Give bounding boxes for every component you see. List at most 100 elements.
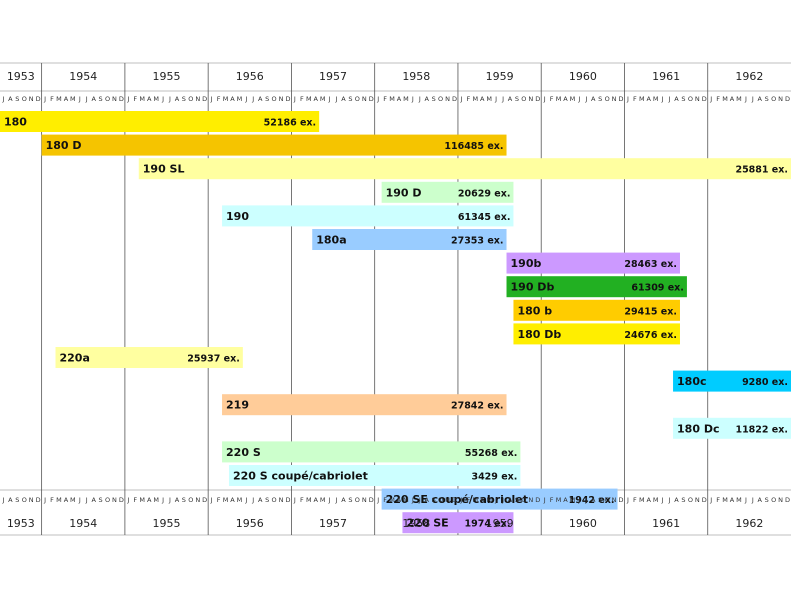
year-label-top: 1953	[7, 70, 35, 83]
month-letter-bottom: J	[376, 496, 379, 504]
month-letter-bottom: O	[605, 496, 610, 504]
bar	[673, 417, 791, 439]
month-letter-top: O	[188, 95, 193, 103]
year-label-top: 1959	[486, 70, 514, 83]
month-letter-bottom: N	[362, 496, 367, 504]
bar-value-label: 1942 ex.	[569, 495, 615, 506]
month-letter-top: A	[147, 95, 152, 103]
month-letter-bottom: D	[702, 496, 707, 504]
month-letter-top: S	[432, 95, 436, 103]
month-letter-bottom: S	[515, 496, 519, 504]
month-letter-top: M	[320, 95, 326, 103]
bar-label: 190 Db	[511, 281, 555, 294]
month-letter-bottom: J	[661, 496, 664, 504]
bar-label: 180c	[677, 375, 706, 388]
month-letter-top: M	[389, 95, 395, 103]
axis-layer: 19531953JJAASSOONNDD19541954JJFFMMAAMMJJ…	[2, 70, 791, 530]
month-letter-top: A	[730, 95, 735, 103]
month-letter-top: S	[99, 95, 103, 103]
month-letter-bottom: M	[639, 496, 645, 504]
month-letter-top: M	[223, 95, 229, 103]
month-letter-bottom: M	[722, 496, 728, 504]
bar-value-label: 61309 ex.	[631, 283, 684, 294]
bar-group: 190b 28463 ex.	[506, 252, 680, 274]
month-letter-bottom: F	[633, 496, 637, 504]
month-letter-bottom: A	[480, 496, 485, 504]
month-letter-bottom: J	[744, 496, 747, 504]
month-letter-top: S	[598, 95, 602, 103]
bar	[312, 229, 507, 250]
bar-label: 180 b	[517, 304, 552, 317]
month-letter-bottom: O	[188, 496, 193, 504]
month-letter-top: J	[210, 95, 213, 103]
year-label-bottom: 1958	[402, 517, 430, 530]
month-letter-bottom: F	[300, 496, 304, 504]
year-label-bottom: 1956	[236, 517, 264, 530]
month-letter-top: F	[383, 95, 387, 103]
bar-label: 190b	[511, 257, 542, 270]
bar-label: 220 S	[226, 446, 261, 459]
month-letter-top: S	[681, 95, 685, 103]
bar	[506, 252, 680, 274]
month-letter-bottom: J	[335, 496, 338, 504]
grid-layer	[0, 62, 791, 536]
month-letter-top: M	[70, 95, 76, 103]
bar-label: 180	[4, 116, 27, 129]
bar-group: 180 52186 ex.	[0, 111, 320, 132]
year-label-top: 1957	[319, 70, 347, 83]
year-label-bottom: 1953	[7, 517, 35, 530]
month-letter-top: N	[362, 95, 367, 103]
month-letter-bottom: A	[147, 496, 152, 504]
month-letter-top: J	[85, 95, 88, 103]
month-letter-top: A	[313, 95, 318, 103]
month-letter-bottom: A	[230, 496, 235, 504]
bar-value-label: 27842 ex.	[451, 401, 504, 412]
bar	[381, 488, 618, 510]
bar-value-label: 25937 ex.	[187, 354, 240, 365]
month-letter-bottom: A	[313, 496, 318, 504]
month-letter-bottom: N	[279, 496, 284, 504]
month-letter-bottom: O	[105, 496, 110, 504]
month-letter-bottom: A	[647, 496, 652, 504]
month-letter-top: N	[279, 95, 284, 103]
month-letter-top: J	[494, 95, 497, 103]
bar	[402, 512, 514, 534]
year-label-bottom: 1962	[735, 517, 763, 530]
month-letter-top: M	[403, 95, 409, 103]
bar-value-label: 20629 ex.	[458, 188, 511, 199]
bar-group: 220a 25937 ex.	[55, 347, 243, 368]
month-letter-bottom: M	[153, 496, 159, 504]
month-letter-top: F	[550, 95, 554, 103]
month-letter-bottom: M	[556, 496, 562, 504]
month-letter-bottom: O	[771, 496, 776, 504]
year-label-bottom: 1957	[319, 517, 347, 530]
month-letter-bottom: J	[411, 496, 414, 504]
month-letter-top: S	[515, 95, 519, 103]
month-letter-top: J	[126, 95, 129, 103]
month-letter-bottom: J	[577, 496, 580, 504]
month-letter-top: J	[577, 95, 580, 103]
bar-value-label: 28463 ex.	[624, 259, 677, 270]
month-letter-top: A	[64, 95, 69, 103]
month-letter-top: F	[716, 95, 720, 103]
month-letter-top: D	[785, 95, 790, 103]
bar	[55, 347, 243, 368]
month-letter-bottom: J	[210, 496, 213, 504]
month-letter-top: O	[605, 95, 610, 103]
month-letter-bottom: D	[369, 496, 374, 504]
month-letter-top: N	[528, 95, 533, 103]
month-letter-bottom: A	[591, 496, 596, 504]
month-letter-bottom: J	[328, 496, 331, 504]
year-label-top: 1954	[69, 70, 97, 83]
month-letter-bottom: A	[64, 496, 69, 504]
bar-label: 220 S coupé/cabriolet	[233, 470, 368, 483]
year-label-top: 1961	[652, 70, 680, 83]
month-letter-bottom: D	[785, 496, 790, 504]
month-letter-top: F	[133, 95, 137, 103]
bar-value-label: 11822 ex.	[735, 424, 788, 435]
month-letter-bottom: A	[91, 496, 96, 504]
month-letter-bottom: A	[563, 496, 568, 504]
bar-value-label: 3429 ex.	[471, 472, 517, 483]
bar-label: 190 SL	[143, 163, 185, 176]
month-letter-top: M	[639, 95, 645, 103]
